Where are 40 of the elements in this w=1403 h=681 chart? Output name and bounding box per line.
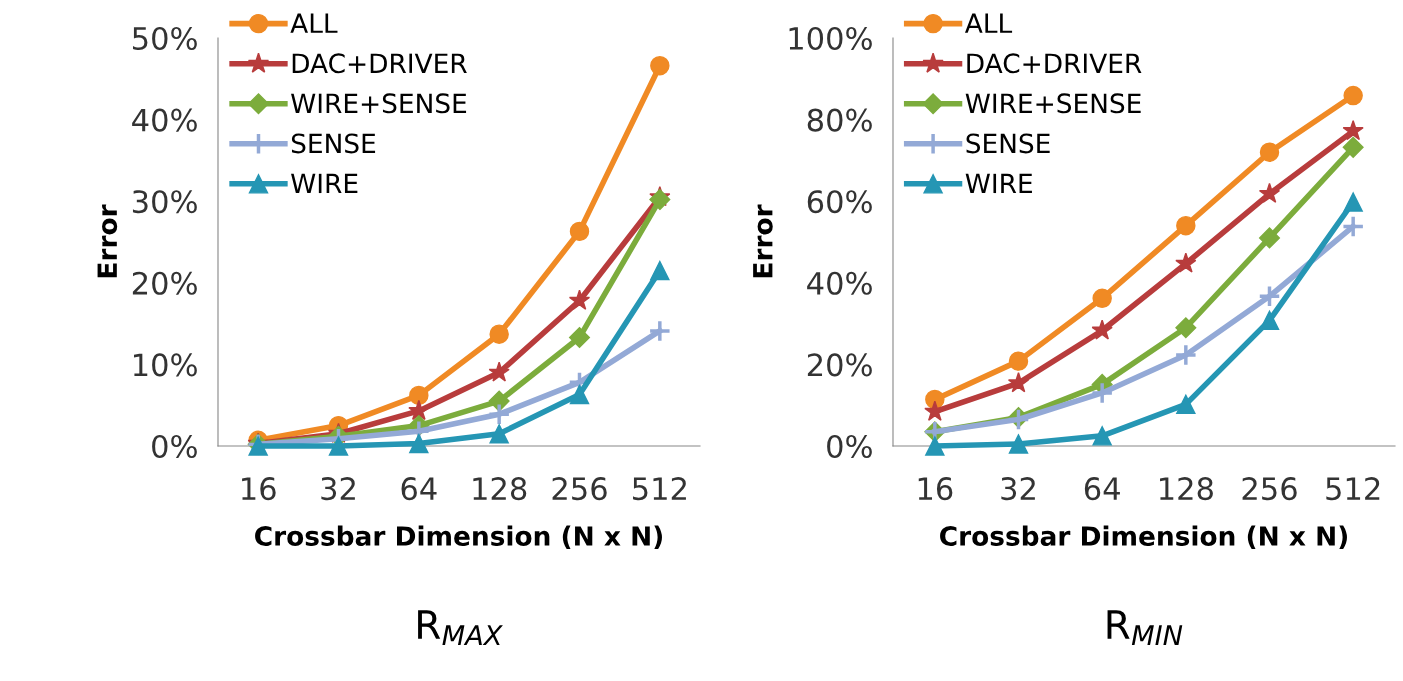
y-tick-label: 60% xyxy=(807,190,872,214)
y-tick-label: 10% xyxy=(134,353,197,377)
x-tick-label: 512 xyxy=(1326,477,1380,501)
legend-label: SENSE xyxy=(966,133,1050,154)
x-tick-label: 256 xyxy=(552,477,607,501)
y-tick-label: 100% xyxy=(789,26,872,51)
y-tick-label: 30% xyxy=(132,190,197,214)
legend-label: DAC+DRIVER xyxy=(967,53,1142,74)
y-tick-label: 20% xyxy=(807,353,872,377)
y-tick-label: 40% xyxy=(807,271,872,295)
y-tick-label: 0% xyxy=(152,434,197,459)
y-axis-title: Error xyxy=(753,204,773,278)
legend-label: WIRE xyxy=(965,173,1032,194)
y-tick-label: 40% xyxy=(132,108,197,132)
legend-label: WIRE xyxy=(291,173,358,194)
text: R$_{MAX}$ xyxy=(418,610,503,646)
x-axis-title: Crossbar Dimension (N x N) xyxy=(255,525,662,550)
x-tick-label: 16 xyxy=(242,477,276,501)
legend-label: SENSE xyxy=(291,133,376,154)
legend-label: WIRE+SENSE xyxy=(291,93,467,114)
y-tick-label: 80% xyxy=(807,108,872,132)
y-axis-title: Error xyxy=(97,204,118,278)
legend-label: DAC+DRIVER xyxy=(292,53,467,74)
x-tick-label: 128 xyxy=(1160,477,1213,501)
x-tick-label: 256 xyxy=(1242,477,1297,501)
legend-label: ALL xyxy=(964,13,1013,33)
x-tick-label: 64 xyxy=(1084,477,1120,501)
text: R$_{MIN}$ xyxy=(1107,610,1183,646)
legend-label: ALL xyxy=(290,13,338,33)
x-tick-label: 64 xyxy=(401,477,437,501)
y-tick-label: 20% xyxy=(132,271,197,295)
legend-label: WIRE+SENSE xyxy=(965,93,1141,114)
x-tick-label: 128 xyxy=(473,477,527,501)
x-tick-label: 32 xyxy=(321,477,355,501)
y-tick-label: 50% xyxy=(133,26,197,51)
x-tick-label: 16 xyxy=(918,477,953,501)
x-tick-label: 512 xyxy=(633,477,686,501)
x-tick-label: 32 xyxy=(1001,477,1035,501)
x-axis-title: Crossbar Dimension (N x N) xyxy=(940,525,1347,550)
y-tick-label: 0% xyxy=(827,434,872,459)
